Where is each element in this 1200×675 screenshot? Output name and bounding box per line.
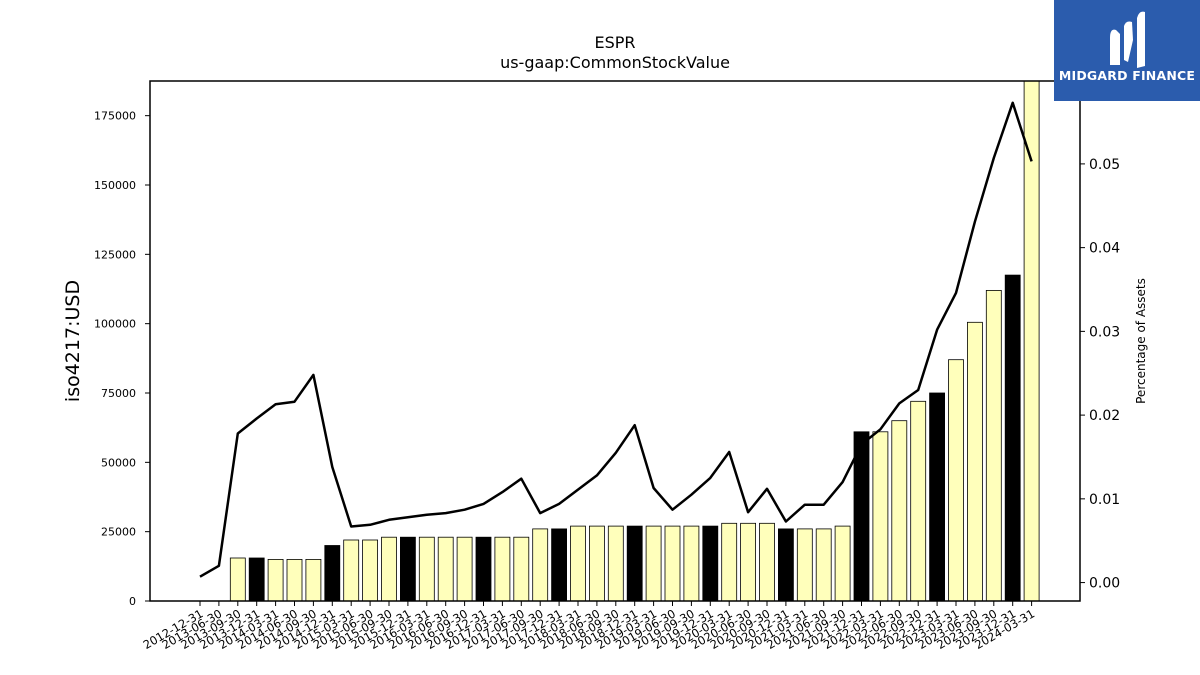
bar [607, 525, 624, 602]
y2-tick-label: 0.01 [1089, 492, 1120, 508]
chart-title: ESPR [594, 33, 635, 52]
bar [985, 289, 1002, 602]
bar [343, 539, 360, 602]
y2-tick-label: 0.00 [1089, 576, 1120, 592]
bar [589, 525, 605, 602]
percent-of-assets-line [199, 101, 1033, 578]
y-axis: 0 25000 50000 75000 100000 125000 150000 175000 [94, 110, 150, 608]
bar [324, 545, 341, 602]
bar [456, 536, 473, 602]
bar [362, 539, 379, 602]
y-tick-label: 0 [129, 595, 136, 608]
bar [664, 525, 681, 602]
bar [513, 536, 530, 602]
y2-tick-label: 0.03 [1089, 324, 1120, 340]
bar [891, 420, 908, 602]
midgard-m-logo-icon [1110, 11, 1145, 68]
bar [267, 559, 284, 602]
bar [872, 431, 889, 602]
bar [967, 321, 983, 602]
y-tick-label: 75000 [101, 387, 136, 400]
bar [475, 536, 492, 602]
y-tick-label: 25000 [101, 526, 136, 539]
bar [570, 525, 586, 602]
bar [286, 559, 303, 602]
logo-text: MIDGARD FINANCE [1058, 68, 1196, 83]
bar [834, 525, 851, 602]
x-axis: 2012-12-312013-06-302013-09-302013-12-31… [141, 601, 1037, 652]
bar [532, 528, 549, 602]
y2-tick-label: 0.04 [1089, 241, 1120, 257]
bar [229, 557, 246, 602]
y-tick-label: 100000 [94, 318, 136, 331]
bar [721, 522, 738, 602]
bar [626, 525, 643, 602]
bar [778, 528, 794, 602]
bar [948, 359, 964, 602]
bar [305, 559, 322, 602]
y-tick-label: 50000 [101, 456, 136, 469]
percent-line-layer [199, 101, 1033, 578]
bar [248, 557, 265, 602]
bar [740, 522, 756, 602]
y-tick-label: 125000 [94, 248, 136, 261]
bar [759, 522, 775, 602]
bar [910, 400, 927, 602]
bar [551, 528, 567, 602]
chart-subtitle: us-gaap:CommonStockValue [500, 53, 730, 72]
bars-layer [229, 80, 1040, 602]
y2-tick-label: 0.02 [1089, 408, 1120, 424]
y-tick-label: 150000 [94, 179, 136, 192]
y2-axis: 0.00 0.01 0.02 0.03 0.04 0.05 [1080, 157, 1120, 592]
plot-frame [149, 80, 1081, 602]
bar [399, 536, 416, 602]
bar [645, 525, 662, 602]
bar [815, 528, 832, 602]
y-tick-label: 175000 [94, 110, 136, 123]
bar [418, 536, 435, 602]
bar [683, 525, 700, 602]
bar [796, 528, 813, 602]
bar [1004, 274, 1021, 602]
bar [381, 536, 397, 602]
y2-axis-label: Percentage of Assets [1134, 278, 1148, 404]
y2-tick-label: 0.05 [1089, 157, 1120, 173]
bar [437, 536, 454, 602]
brand-logo: MIDGARD FINANCE [1054, 0, 1200, 101]
bar [929, 392, 945, 602]
bar [702, 525, 719, 602]
y-axis-label: iso4217:USD [62, 280, 84, 402]
bar [494, 536, 511, 602]
